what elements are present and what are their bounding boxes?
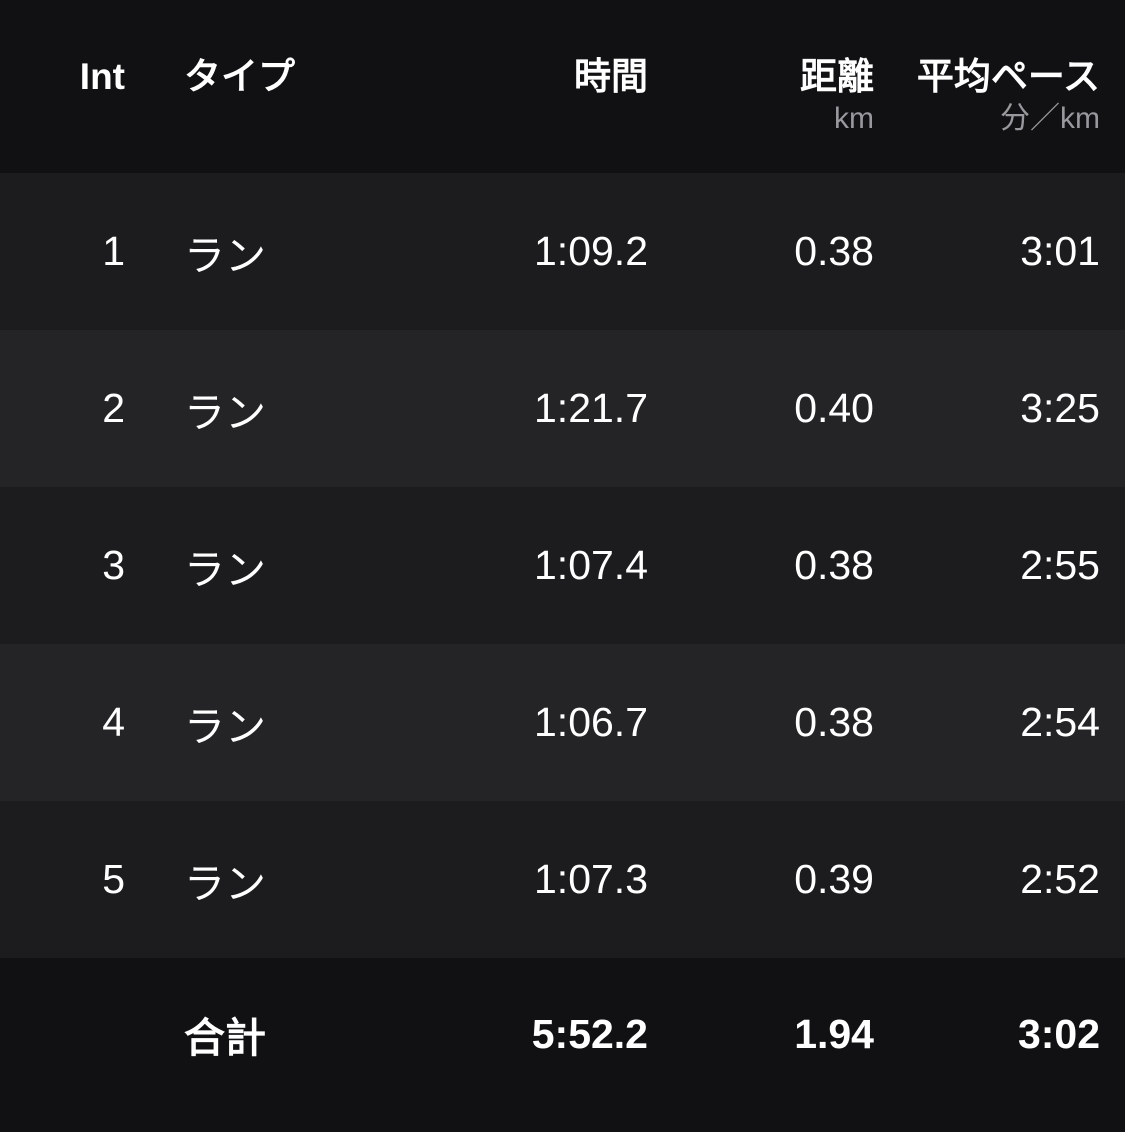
interval-pace: 2:52 bbox=[1020, 856, 1100, 902]
interval-number: 4 bbox=[102, 699, 125, 745]
total-row: 合計 5:52.2 1.94 3:02 bbox=[0, 958, 1125, 1132]
table-row: 1 ラン 1:09.2 0.38 3:01 bbox=[0, 173, 1125, 330]
interval-number: 5 bbox=[102, 856, 125, 902]
interval-type: ラン bbox=[184, 232, 266, 279]
interval-distance: 0.38 bbox=[794, 699, 874, 745]
interval-number: 3 bbox=[102, 542, 125, 588]
interval-pace: 2:54 bbox=[1020, 699, 1100, 745]
interval-time: 1:09.2 bbox=[534, 228, 648, 274]
col-unit-pace: 分／km bbox=[1000, 102, 1100, 135]
total-distance: 1.94 bbox=[794, 1010, 874, 1057]
col-header-distance: 距離 bbox=[800, 56, 874, 97]
col-unit-distance: km bbox=[834, 102, 874, 135]
table-row: 4 ラン 1:06.7 0.38 2:54 bbox=[0, 644, 1125, 801]
total-time: 5:52.2 bbox=[531, 1010, 648, 1057]
table-row: 3 ラン 1:07.4 0.38 2:55 bbox=[0, 487, 1125, 644]
interval-number: 2 bbox=[102, 385, 125, 431]
total-pace: 3:02 bbox=[1017, 1010, 1100, 1057]
interval-distance: 0.38 bbox=[794, 542, 874, 588]
interval-pace: 3:25 bbox=[1020, 385, 1100, 431]
interval-type: ラン bbox=[184, 860, 266, 907]
interval-pace: 3:01 bbox=[1020, 228, 1100, 274]
total-label: 合計 bbox=[184, 1015, 266, 1061]
interval-number: 1 bbox=[102, 228, 125, 274]
interval-distance: 0.39 bbox=[794, 856, 874, 902]
interval-pace: 2:55 bbox=[1020, 542, 1100, 588]
interval-time: 1:07.4 bbox=[534, 542, 648, 588]
col-header-time: 時間 bbox=[574, 56, 648, 97]
col-header-int: Int bbox=[79, 56, 125, 97]
interval-type: ラン bbox=[184, 703, 266, 750]
interval-type: ラン bbox=[184, 546, 266, 593]
interval-distance: 0.38 bbox=[794, 228, 874, 274]
col-header-pace: 平均ペース bbox=[916, 56, 1100, 97]
interval-time: 1:21.7 bbox=[534, 385, 648, 431]
table-row: 2 ラン 1:21.7 0.40 3:25 bbox=[0, 330, 1125, 487]
interval-distance: 0.40 bbox=[794, 385, 874, 431]
interval-type: ラン bbox=[184, 389, 266, 436]
col-header-type: タイプ bbox=[184, 56, 295, 97]
interval-time: 1:06.7 bbox=[534, 699, 648, 745]
table-row: 5 ラン 1:07.3 0.39 2:52 bbox=[0, 801, 1125, 958]
table-header: Int タイプ 時間 距離 平均ペース km 分／km bbox=[0, 0, 1125, 173]
interval-time: 1:07.3 bbox=[534, 856, 648, 902]
